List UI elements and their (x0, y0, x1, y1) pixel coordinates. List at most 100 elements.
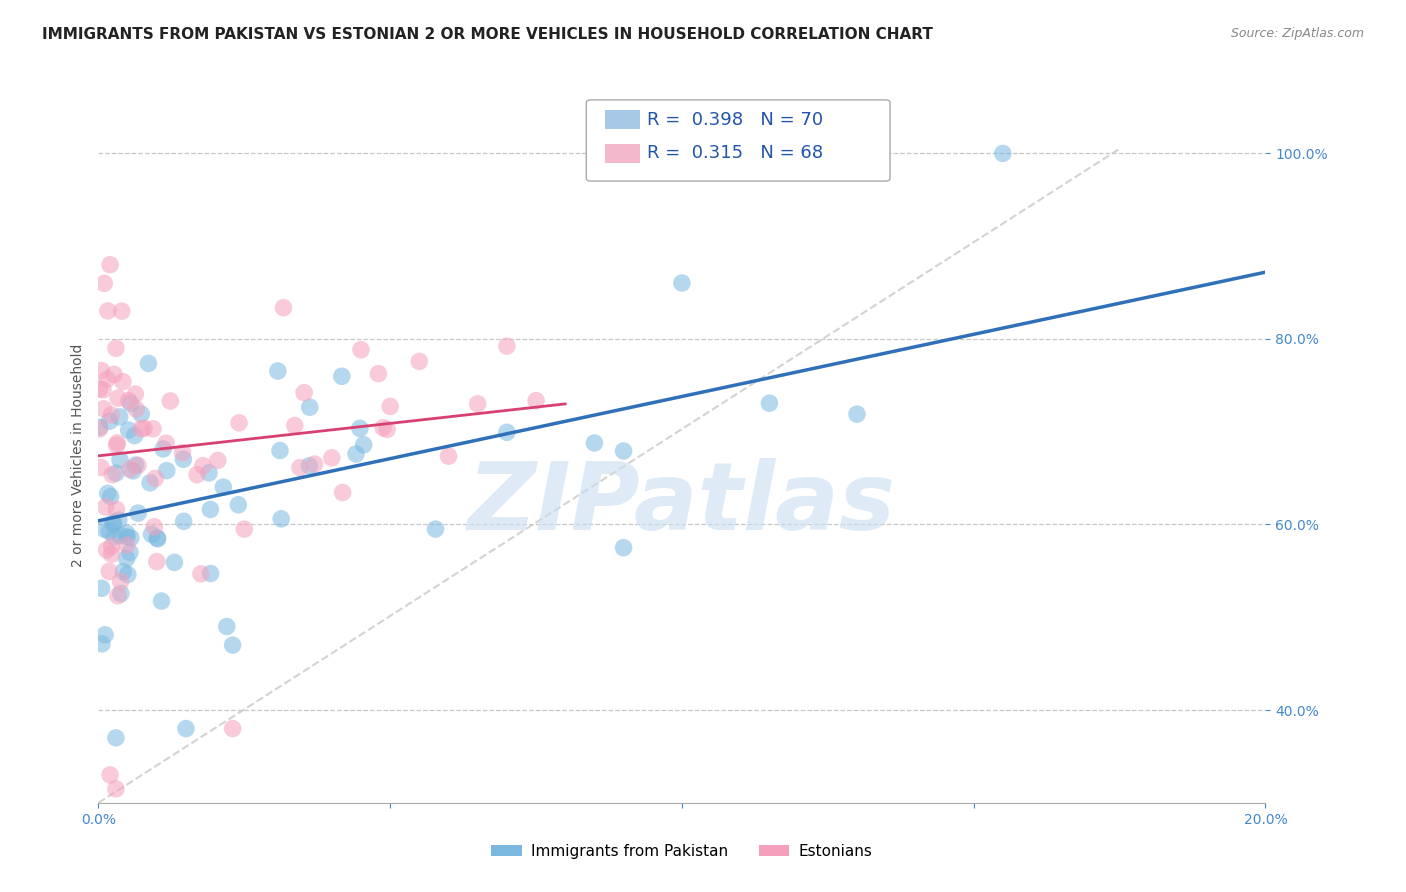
Point (846, 407, 869, 421)
Point (269, 443, 291, 458)
Point (110, 574, 132, 589)
Point (111, 375, 134, 389)
Text: R =  0.315   N = 68: R = 0.315 N = 68 (647, 145, 823, 162)
Point (120, 396, 142, 410)
Point (100, 539, 122, 553)
Point (350, 343, 373, 357)
Legend: Immigrants from Pakistan, Estonians: Immigrants from Pakistan, Estonians (485, 838, 879, 864)
Point (321, 450, 343, 465)
Point (94, 628, 117, 642)
Point (90, 363, 112, 377)
Point (100, 490, 122, 504)
Point (233, 522, 256, 536)
Point (156, 464, 179, 478)
Point (117, 567, 139, 582)
Point (97, 486, 120, 500)
Point (118, 462, 141, 476)
Point (284, 418, 307, 433)
Point (132, 421, 155, 435)
Point (152, 442, 174, 456)
Point (172, 445, 194, 459)
Point (212, 480, 235, 494)
Point (104, 731, 127, 745)
Point (115, 530, 138, 544)
Point (304, 457, 326, 471)
Point (93, 522, 115, 536)
Point (138, 356, 160, 370)
Point (273, 301, 295, 315)
Point (146, 532, 169, 546)
Point (103, 516, 125, 530)
Point (96, 372, 118, 386)
Point (228, 498, 250, 512)
Text: ZIPatlas: ZIPatlas (468, 458, 896, 549)
Point (207, 453, 229, 467)
Point (524, 393, 547, 408)
Point (93, 401, 115, 416)
Point (190, 566, 212, 581)
Point (367, 367, 389, 381)
Text: IMMIGRANTS FROM PAKISTAN VS ESTONIAN 2 OR MORE VEHICLES IN HOUSEHOLD CORRELATION: IMMIGRANTS FROM PAKISTAN VS ESTONIAN 2 O… (42, 27, 934, 42)
Point (583, 436, 606, 450)
Point (155, 436, 177, 450)
Point (221, 722, 243, 736)
Point (191, 458, 214, 473)
Point (127, 458, 149, 473)
Point (90, 637, 112, 651)
Point (100, 547, 122, 561)
Point (174, 722, 197, 736)
Point (98, 414, 121, 428)
Point (98, 565, 121, 579)
Point (373, 421, 395, 435)
Point (115, 538, 138, 552)
Y-axis label: 2 or more Vehicles in Household: 2 or more Vehicles in Household (70, 343, 84, 566)
Point (129, 407, 152, 421)
Point (221, 638, 243, 652)
Point (496, 425, 519, 440)
Point (103, 530, 125, 544)
Point (298, 458, 321, 473)
Point (107, 589, 129, 603)
Point (91, 383, 114, 397)
Point (991, 146, 1014, 161)
Point (142, 422, 165, 436)
Point (228, 416, 250, 430)
Point (200, 566, 222, 581)
Point (141, 527, 163, 541)
Point (105, 438, 128, 452)
Point (146, 555, 169, 569)
Point (105, 466, 128, 480)
Point (115, 551, 138, 566)
Point (115, 526, 138, 541)
Point (288, 460, 311, 475)
Point (98, 768, 121, 782)
Point (110, 586, 132, 600)
Point (107, 391, 129, 405)
Point (671, 276, 693, 290)
Point (93, 277, 115, 291)
Text: Source: ZipAtlas.com: Source: ZipAtlas.com (1230, 27, 1364, 40)
Point (612, 444, 634, 458)
Point (124, 458, 146, 472)
Point (298, 400, 321, 414)
Point (349, 421, 371, 435)
Point (122, 464, 145, 478)
Text: R =  0.398   N = 70: R = 0.398 N = 70 (647, 111, 823, 128)
Point (96, 543, 118, 558)
Point (173, 514, 195, 528)
Point (98, 524, 121, 539)
Point (104, 781, 127, 796)
Point (127, 506, 149, 520)
Point (120, 531, 142, 545)
Point (198, 466, 221, 480)
Point (292, 385, 315, 400)
Point (111, 304, 134, 318)
Point (344, 447, 367, 461)
Point (200, 502, 222, 516)
Point (425, 522, 447, 536)
Point (215, 619, 238, 633)
Point (89, 422, 111, 436)
Point (612, 541, 634, 555)
Point (89, 382, 111, 396)
Point (150, 594, 173, 608)
